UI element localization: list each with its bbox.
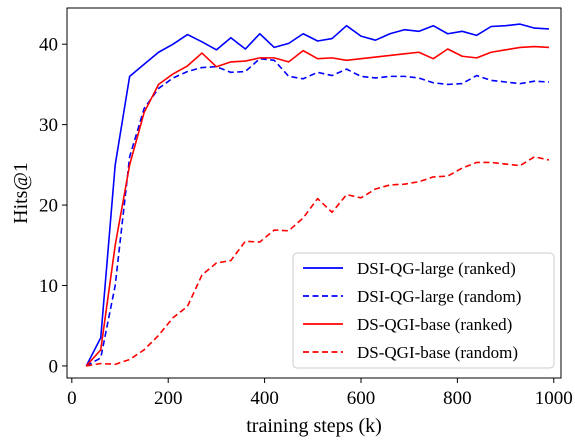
x-tick-label: 600 — [347, 388, 376, 409]
x-tick-label: 200 — [154, 388, 183, 409]
series-line-dsi-qg-large-ranked — [85, 23, 549, 367]
y-tick-label: 0 — [49, 356, 59, 377]
y-tick-label: 30 — [39, 115, 58, 136]
legend-label-ds-qgi-base-ranked: DS-QGI-base (ranked) — [357, 315, 512, 334]
y-axis-label: Hits@1 — [10, 162, 32, 224]
x-axis: 0 200 400 600 800 1000 — [67, 378, 573, 409]
y-tick-label: 40 — [39, 35, 58, 56]
y-axis: 0 10 20 30 40 — [39, 35, 67, 377]
series-layer — [85, 23, 550, 367]
series-line-ds-qgi-base-ranked — [85, 45, 549, 367]
y-tick-label: 20 — [39, 196, 58, 217]
legend-label-dsi-qg-large-random: DSI-QG-large (random) — [357, 287, 521, 306]
x-tick-label: 1000 — [535, 388, 573, 409]
legend: DSI-QG-large (ranked) DSI-QG-large (rando… — [292, 252, 555, 369]
x-tick-label: 0 — [67, 388, 77, 409]
legend-label-ds-qgi-base-random: DS-QGI-base (random) — [357, 343, 518, 362]
legend-label-dsi-qg-large-ranked: DSI-QG-large (ranked) — [357, 259, 516, 278]
y-tick-label: 10 — [39, 276, 58, 297]
legend-box — [292, 252, 555, 369]
x-tick-label: 400 — [250, 388, 279, 409]
x-tick-label: 800 — [443, 388, 472, 409]
plot-area-frame — [66, 7, 562, 379]
x-axis-label: training steps (k) — [246, 415, 382, 437]
series-line-ds-qgi-base-random — [86, 156, 550, 367]
